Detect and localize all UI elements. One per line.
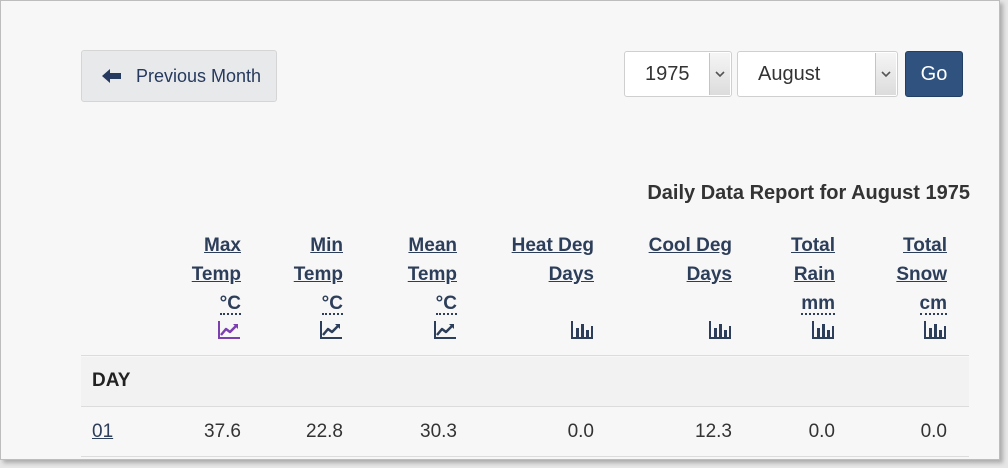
row-divider — [81, 406, 969, 407]
chevron-down-icon[interactable] — [709, 53, 730, 95]
line-chart-icon[interactable] — [433, 320, 457, 340]
unit-label: mm — [801, 293, 835, 315]
month-select-value: August — [758, 62, 821, 85]
chevron-down-icon[interactable] — [875, 53, 896, 95]
table-cell: 12.3 — [695, 421, 732, 442]
column-header-link[interactable]: Temp — [407, 264, 457, 285]
bar-chart-icon[interactable] — [811, 320, 835, 340]
column-header: Cool Deg Days — [649, 231, 732, 351]
day-header-row — [81, 357, 969, 406]
column-header-link[interactable]: Mean — [408, 235, 457, 256]
column-header: Total Snow cm — [896, 231, 947, 351]
column-header-link[interactable]: Rain — [793, 264, 835, 285]
column-header-link[interactable]: Cool Deg — [648, 235, 732, 256]
day-link[interactable]: 01 — [92, 421, 114, 442]
column-header: Mean Temp °C — [408, 231, 457, 351]
bar-chart-icon[interactable] — [570, 320, 594, 340]
column-header-link[interactable]: Temp — [293, 264, 343, 285]
column-header-link[interactable]: Min — [310, 235, 343, 256]
column-header: Heat Deg Days — [512, 231, 594, 351]
column-header: Min Temp °C — [294, 231, 343, 351]
table-cell: 22.8 — [306, 421, 343, 442]
table-cell: 0.0 — [808, 421, 835, 442]
column-header: Max Temp °C — [192, 231, 241, 351]
previous-month-label: Previous Month — [136, 65, 262, 86]
column-header-link[interactable]: Days — [548, 264, 594, 285]
month-select[interactable]: August — [737, 51, 898, 97]
table-cell: 30.3 — [420, 421, 457, 442]
report-page: Previous Month 1975 August Go Daily Data… — [0, 0, 1000, 460]
report-title: Daily Data Report for August 1975 — [647, 182, 970, 204]
column-header: Total Rain mm — [791, 231, 835, 351]
unit-label: °C — [435, 293, 457, 315]
year-select-value: 1975 — [645, 62, 690, 85]
year-select[interactable]: 1975 — [624, 51, 732, 97]
table-cell: 0.0 — [920, 421, 947, 442]
unit-label: cm — [919, 293, 947, 315]
column-header-link[interactable]: Total — [791, 235, 835, 256]
column-header-link[interactable]: Heat Deg — [511, 235, 594, 256]
unit-label: °C — [321, 293, 343, 315]
table-cell: 0.0 — [567, 421, 594, 442]
bar-chart-icon[interactable] — [923, 320, 947, 340]
previous-month-button[interactable]: Previous Month — [81, 50, 277, 102]
table-cell: 37.6 — [204, 421, 241, 442]
day-column-header: DAY — [92, 370, 131, 391]
row-divider — [81, 456, 969, 457]
column-header-link[interactable]: Max — [204, 235, 241, 256]
column-header-link[interactable]: Days — [686, 264, 732, 285]
column-header-link[interactable]: Snow — [896, 264, 947, 285]
header-divider — [81, 355, 969, 356]
unit-label: °C — [219, 293, 241, 315]
column-header-link[interactable]: Total — [903, 235, 947, 256]
line-chart-icon[interactable] — [319, 320, 343, 340]
arrow-left-icon — [102, 69, 121, 83]
go-button[interactable]: Go — [905, 51, 963, 97]
bar-chart-icon[interactable] — [708, 320, 732, 340]
line-chart-icon[interactable] — [217, 320, 241, 340]
column-header-link[interactable]: Temp — [191, 264, 241, 285]
